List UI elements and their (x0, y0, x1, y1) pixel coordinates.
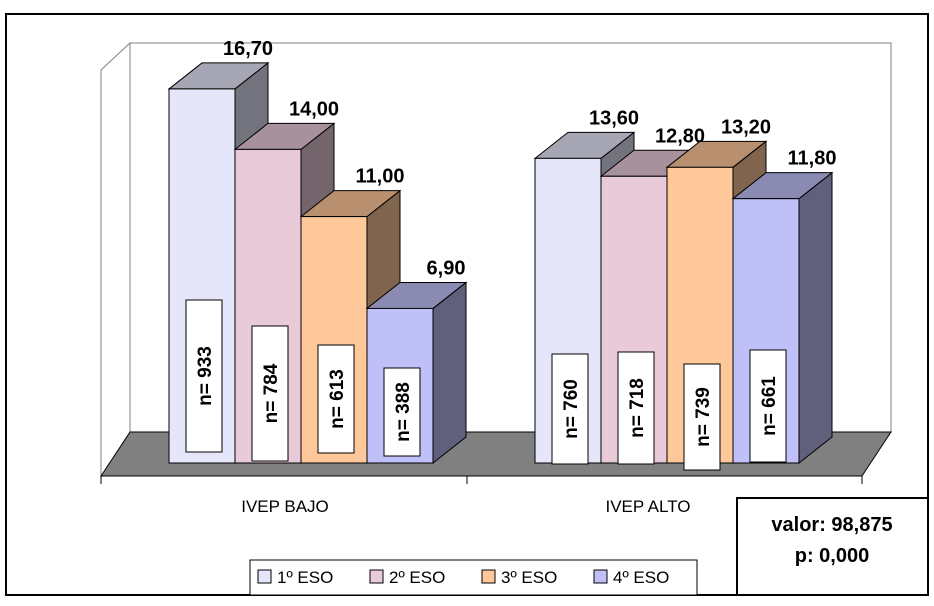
x-axis: IVEP BAJO IVEP ALTO (100, 475, 863, 516)
legend-frame (249, 559, 698, 596)
n-label-box (617, 351, 655, 465)
legend-label: 3º ESO (501, 568, 557, 587)
n-label: n= 718 (627, 378, 648, 438)
legend-swatch (257, 569, 272, 584)
n-label-box (383, 367, 421, 457)
stats-box-frame (736, 497, 929, 596)
n-label-box (317, 344, 355, 454)
stats-box: valor: 98,875 p: 0,000 (736, 497, 929, 596)
x-tick-label: IVEP BAJO (241, 497, 329, 516)
n-label-box (251, 325, 289, 462)
n-label-box (683, 363, 721, 471)
bar-side (432, 281, 467, 465)
bar-0-3: 6,90 n= 388 (365, 257, 468, 465)
legend-item: 1º ESO (257, 568, 333, 587)
legend-label: 1º ESO (277, 568, 333, 587)
bars-group: 16,70 n= 933 14,00 n= 784 11,00 n= 613 6,90 n= … (167, 38, 837, 471)
legend: 1º ESO 2º ESO 3º ESO 4º ESO (249, 559, 698, 596)
value-label: 11,80 (788, 148, 837, 170)
n-label: n= 933 (195, 346, 216, 406)
legend-item: 3º ESO (481, 568, 557, 587)
n-label-box (749, 349, 787, 463)
legend-item: 2º ESO (369, 568, 445, 587)
value-label: 6,90 (427, 257, 466, 279)
legend-swatch (369, 569, 384, 584)
n-label-box (185, 299, 223, 453)
stats-value: valor: 98,875 (771, 514, 892, 536)
value-label: 12,80 (655, 125, 705, 147)
value-label: 13,60 (589, 107, 639, 129)
value-label: 11,00 (356, 166, 405, 188)
n-label: n= 613 (327, 369, 348, 429)
value-label: 16,70 (223, 38, 273, 60)
legend-item: 4º ESO (593, 568, 669, 587)
x-tick-label: IVEP ALTO (605, 497, 690, 516)
value-label: 13,20 (721, 116, 771, 138)
bar-1-3: 11,80 n= 661 (731, 148, 837, 465)
stats-p: p: 0,000 (795, 545, 869, 567)
side-wall (100, 41, 131, 478)
n-label: n= 661 (759, 376, 780, 436)
bar-side (798, 171, 833, 465)
legend-label: 2º ESO (389, 568, 445, 587)
legend-label: 4º ESO (613, 568, 669, 587)
n-label: n= 784 (261, 363, 282, 423)
n-label: n= 388 (393, 382, 414, 442)
n-label-box (551, 353, 589, 465)
n-label: n= 739 (693, 387, 714, 447)
legend-swatch (481, 569, 496, 584)
n-label: n= 760 (561, 379, 582, 439)
value-label: 14,00 (289, 98, 339, 120)
legend-swatch (593, 569, 608, 584)
